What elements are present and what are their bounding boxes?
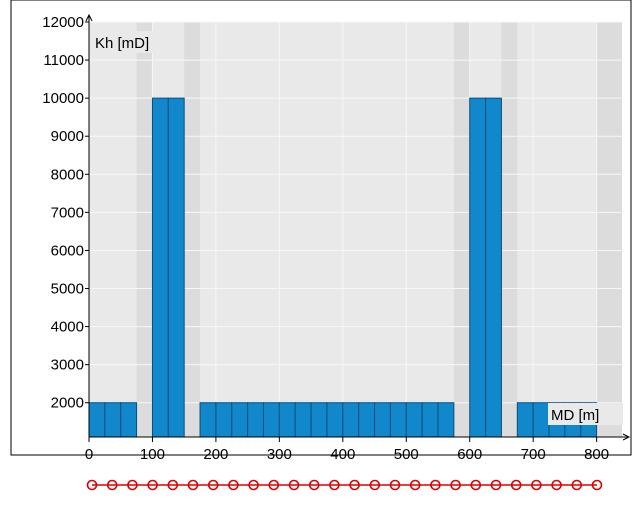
bar xyxy=(104,402,122,438)
x-axis-arrow xyxy=(622,433,631,441)
bar xyxy=(389,402,407,438)
x-axis-title-bg xyxy=(548,403,623,425)
bar xyxy=(278,402,296,438)
marker-circle xyxy=(430,479,441,491)
bar xyxy=(231,402,249,438)
bar xyxy=(199,402,217,438)
bar xyxy=(294,402,312,438)
marker-circle xyxy=(207,479,219,491)
y-tick-label: 6000 xyxy=(51,242,84,259)
shaded-band xyxy=(596,22,622,437)
marker-circle xyxy=(167,479,179,491)
marker-circle xyxy=(127,479,138,491)
shaded-band xyxy=(453,22,470,437)
y-tick-label: 3000 xyxy=(51,357,84,374)
bar xyxy=(262,402,280,438)
marker-circle xyxy=(228,479,239,491)
marker-circle xyxy=(349,479,360,491)
y-ticks: 2000 3000 4000 5000 6000 7000 8000 9000 10000 110… xyxy=(42,14,89,412)
bar xyxy=(120,402,138,438)
marker-circle xyxy=(571,479,583,491)
y-axis-title-bg xyxy=(91,31,177,53)
marker-circle xyxy=(329,479,340,491)
marker-circle xyxy=(308,479,320,491)
x-tick-label: 0 xyxy=(85,446,93,463)
shaded-band xyxy=(184,22,201,437)
bar xyxy=(215,402,233,438)
y-tick-label: 7000 xyxy=(51,204,84,221)
bar xyxy=(88,402,106,438)
marker-circle xyxy=(288,479,300,491)
marker-string xyxy=(86,479,603,491)
bar xyxy=(151,97,169,438)
x-axis-title: MD [m] xyxy=(551,407,599,424)
shaded-band xyxy=(501,22,518,437)
marker-circle xyxy=(248,479,259,491)
shaded-bands xyxy=(136,22,622,437)
marker-circle xyxy=(106,479,118,491)
bar xyxy=(469,97,487,438)
bar xyxy=(421,402,439,438)
marker-circle xyxy=(187,479,199,491)
y-tick-label: 2000 xyxy=(51,395,84,412)
x-tick-label: 300 xyxy=(267,446,292,463)
bar xyxy=(310,402,328,438)
y-axis-arrow xyxy=(85,13,93,22)
marker-circle xyxy=(531,479,542,491)
x-tick-label: 800 xyxy=(584,446,609,463)
bars xyxy=(88,97,598,438)
marker-circle xyxy=(510,479,522,491)
marker-circle xyxy=(86,479,98,491)
x-tick-label: 600 xyxy=(457,446,482,463)
y-tick-label: 9000 xyxy=(51,128,84,145)
y-tick-label: 12000 xyxy=(42,14,84,31)
y-tick-label: 8000 xyxy=(51,166,84,183)
x-tick-label: 500 xyxy=(394,446,419,463)
x-tick-label: 700 xyxy=(521,446,546,463)
marker-circle xyxy=(591,479,603,491)
bar xyxy=(342,402,360,438)
bar xyxy=(437,402,455,438)
x-tick-label: 100 xyxy=(140,446,165,463)
marker-circle xyxy=(450,479,461,491)
y-axis-title: Kh [mD] xyxy=(95,35,149,52)
bar xyxy=(326,402,344,438)
bar xyxy=(247,402,264,438)
bar xyxy=(358,402,376,438)
bar xyxy=(167,97,185,438)
marker-circle xyxy=(470,479,482,491)
shaded-band xyxy=(136,22,153,437)
bar xyxy=(532,402,550,438)
y-tick-label: 10000 xyxy=(42,90,84,107)
marker-circle xyxy=(490,479,502,491)
axes xyxy=(85,13,631,441)
bar xyxy=(516,402,534,438)
bar xyxy=(485,97,502,438)
y-tick-label: 4000 xyxy=(51,319,84,336)
bar xyxy=(405,402,423,438)
marker-circle xyxy=(389,479,401,491)
marker-circle xyxy=(551,479,562,491)
marker-circle xyxy=(369,479,381,491)
marker-circle xyxy=(409,479,421,491)
y-tick-label: 5000 xyxy=(51,281,84,298)
x-ticks: 0 100 200 300 400 500 600 700 800 xyxy=(85,437,609,463)
marker-circle xyxy=(147,479,158,491)
x-tick-label: 400 xyxy=(330,446,355,463)
y-tick-label: 11000 xyxy=(43,52,84,69)
bar xyxy=(374,402,391,438)
x-tick-label: 200 xyxy=(203,446,228,463)
marker-circle xyxy=(268,479,280,491)
